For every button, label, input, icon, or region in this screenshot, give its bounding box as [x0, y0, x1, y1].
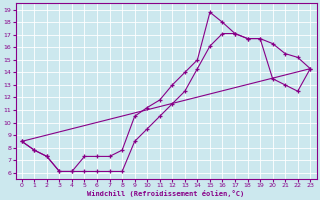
- X-axis label: Windchill (Refroidissement éolien,°C): Windchill (Refroidissement éolien,°C): [87, 190, 245, 197]
